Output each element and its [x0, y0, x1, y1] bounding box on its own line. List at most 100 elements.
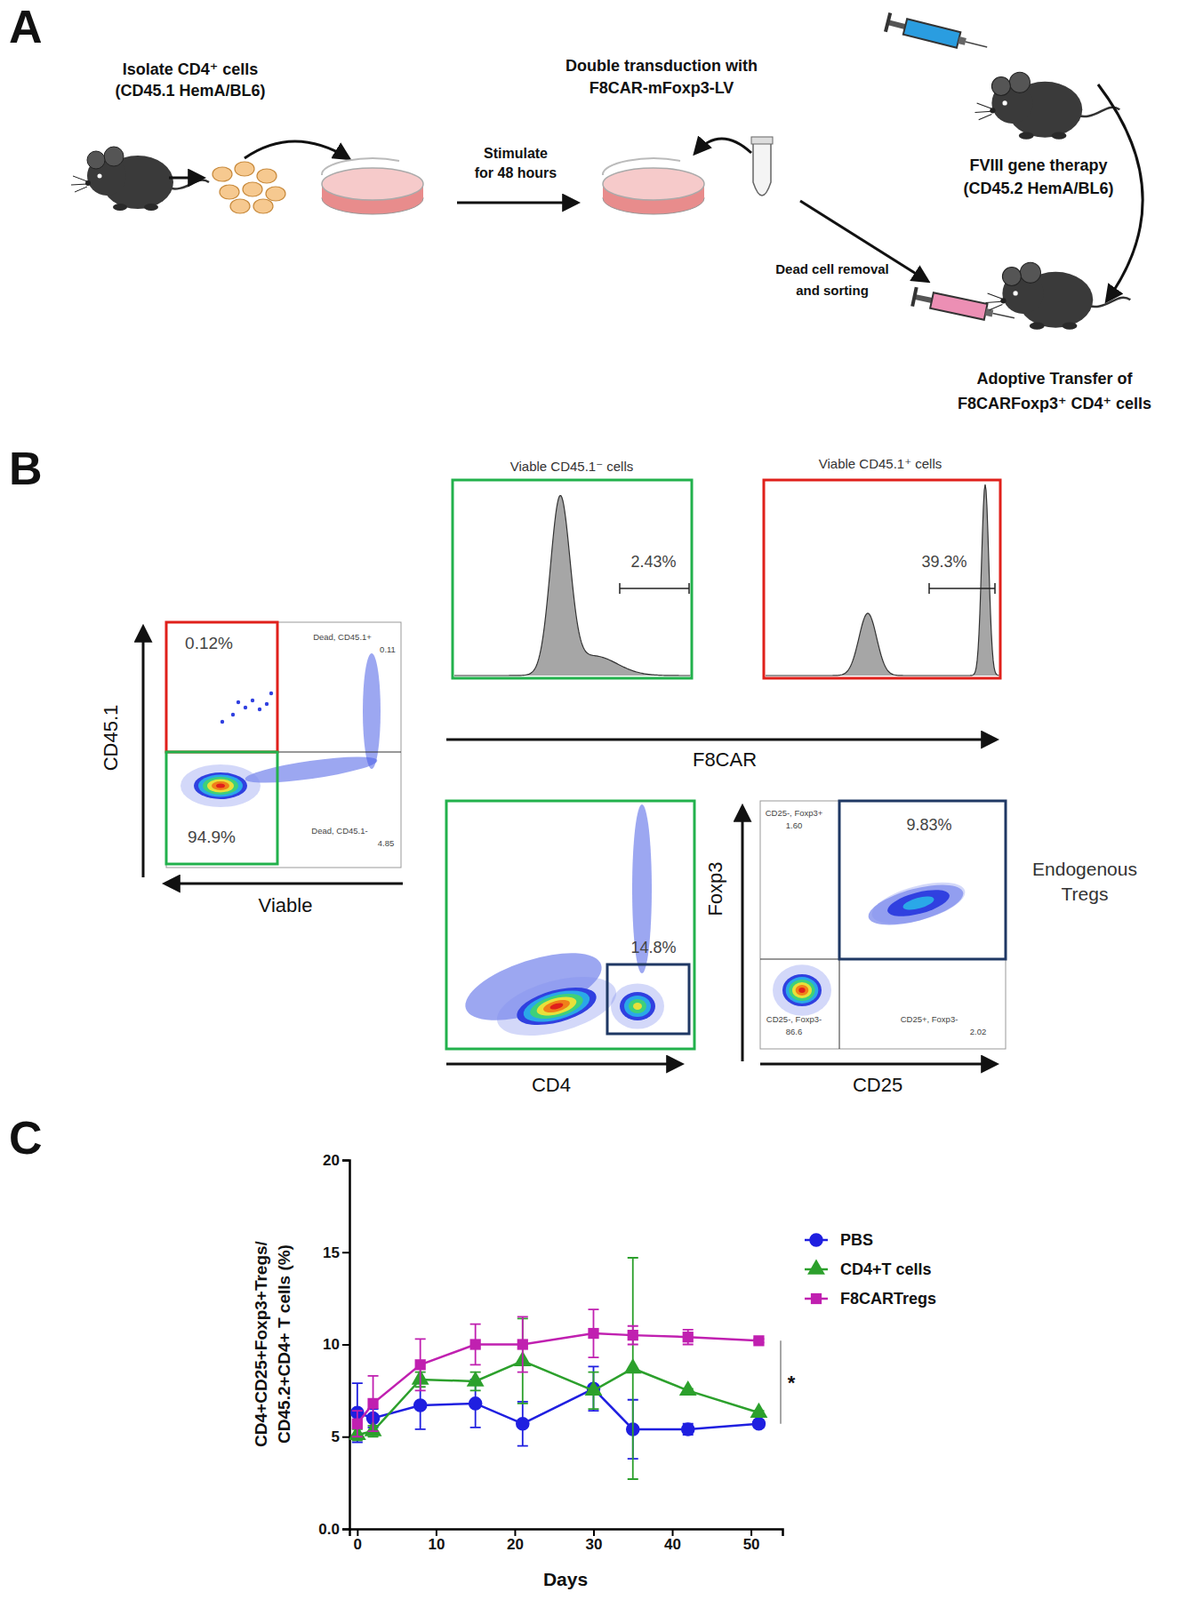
legend-marker: [810, 1293, 822, 1305]
density-halo: [490, 965, 623, 1047]
arrow: [168, 176, 203, 180]
plot-title: Viable CD45.1⁻ cells: [510, 458, 634, 474]
plot-area: [349, 1258, 768, 1480]
density-blob: [610, 983, 665, 1029]
event-dot: [264, 702, 269, 706]
mouse-foot: [1051, 131, 1067, 139]
quadrant-label: CD25-, Foxp3+: [765, 808, 824, 819]
density-level: [795, 985, 810, 996]
panel-label: C: [8, 1112, 43, 1164]
legend-entry: F8CARTregs: [804, 1290, 937, 1308]
plot-frame: [166, 622, 278, 753]
label: and sorting: [795, 282, 869, 298]
mouse-ear: [1019, 262, 1041, 283]
axis-arrow: [446, 738, 996, 742]
tube-icon: [753, 142, 771, 196]
quadrant-label: Dead, CD45.1+: [312, 632, 372, 642]
syringe-barrel: [930, 292, 987, 320]
mouse-whisker: [74, 186, 88, 193]
mouse-eye: [97, 174, 103, 179]
mouse-whisker: [987, 293, 1003, 299]
legend-marker: [807, 1259, 826, 1276]
gate-label: 2.43%: [630, 553, 676, 571]
annotation: Tregs: [1061, 883, 1109, 905]
gate-bar: [619, 583, 690, 594]
axis-line: [342, 1161, 351, 1531]
point: [515, 1417, 530, 1432]
mouse-ear: [1002, 267, 1021, 287]
y-axis: 0.05101520: [318, 1152, 350, 1539]
mouse-foot: [1029, 321, 1045, 329]
event-dot: [231, 713, 235, 717]
axis-title: Days: [543, 1569, 588, 1590]
point: [752, 1417, 767, 1432]
axis-title: CD4+CD25+Foxp3+Tregs/: [251, 1240, 271, 1448]
tick-label: 20: [506, 1536, 524, 1554]
quadrant-label: 1.60: [786, 820, 803, 831]
gate-label: 14.8%: [630, 938, 676, 957]
tick-mark: [672, 1529, 674, 1537]
event-dot: [257, 707, 262, 712]
annotation: Endogenous: [1032, 858, 1138, 880]
mouse-foot: [1018, 131, 1035, 139]
mouse-foot: [144, 203, 159, 211]
error-bar: [587, 1309, 599, 1358]
density-halo: [610, 983, 665, 1029]
significance-bracket: [779, 1340, 782, 1424]
event-dot: [269, 691, 273, 696]
plot-frame: [763, 480, 1001, 679]
legend-marker: [809, 1233, 824, 1248]
mouse-icon: [975, 72, 1121, 140]
cell: [253, 199, 273, 214]
point: [367, 1398, 378, 1410]
y-tick: 10: [322, 1336, 350, 1354]
axis-title: Viable: [258, 894, 313, 917]
series: [350, 1366, 766, 1460]
density-level: [211, 781, 230, 791]
syringe-plunger: [887, 19, 907, 30]
density-blob: [490, 965, 623, 1047]
tick-label: 15: [322, 1244, 340, 1262]
tick-label: 0.0: [318, 1521, 340, 1539]
tick-label: 0: [353, 1536, 362, 1554]
density-level: [628, 999, 647, 1014]
legend-label: CD4+T cells: [840, 1260, 932, 1279]
legend-entry: CD4+T cells: [804, 1259, 932, 1279]
density-level: [549, 1002, 564, 1011]
density-halo: [867, 874, 970, 932]
density-level: [542, 997, 572, 1016]
y-tick: 15: [322, 1244, 350, 1262]
density-level: [798, 987, 805, 994]
plot-frame: [166, 622, 402, 868]
label: Stimulate: [483, 145, 548, 161]
quadrant-label: 2.02: [970, 1026, 987, 1037]
dish-lid: [321, 158, 400, 176]
mouse-ear: [87, 151, 105, 169]
tick-mark: [342, 1344, 350, 1347]
density-level: [786, 977, 819, 1004]
dish-lid: [602, 158, 681, 176]
tick-mark: [342, 1160, 350, 1163]
x-axis: 01020304050: [350, 1529, 784, 1554]
plot-title: Viable CD45.1⁺ cells: [818, 456, 943, 472]
annotation: *: [787, 1371, 796, 1395]
event-dot: [250, 698, 255, 703]
panel-b: 0.12%94.9%Dead, CD45.1+0.11Dead, CD45.1-…: [99, 456, 1138, 1097]
mouse-eye: [1012, 290, 1018, 296]
error-bar: [682, 1330, 694, 1346]
histogram-curve: [454, 495, 690, 676]
density-level: [788, 979, 815, 1002]
label: Isolate CD4⁺ cells: [122, 60, 259, 79]
point: [750, 1403, 769, 1419]
tick-mark: [435, 1529, 438, 1537]
tick-mark: [342, 1436, 350, 1439]
density-level: [619, 992, 656, 1021]
series: [349, 1258, 768, 1480]
event-dot: [236, 700, 241, 705]
cell: [256, 168, 277, 184]
density-smear: [243, 752, 378, 789]
panel-label: B: [8, 442, 43, 495]
point: [627, 1330, 639, 1341]
tick-label: 10: [322, 1336, 340, 1354]
mouse-whisker: [975, 111, 993, 113]
